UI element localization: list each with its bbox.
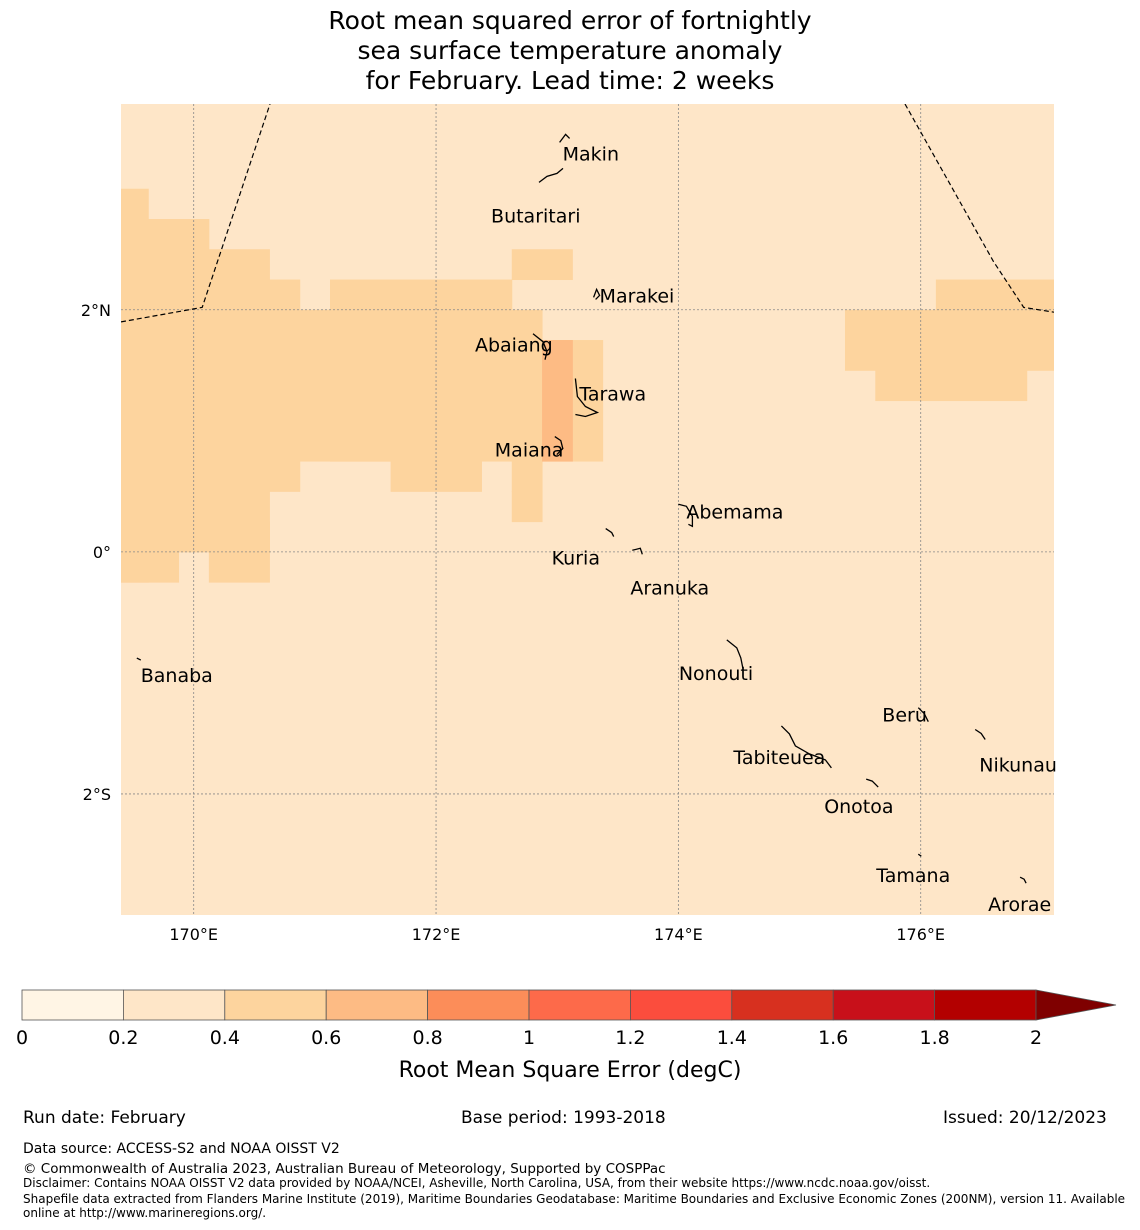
- place-label: Tamana: [875, 865, 950, 887]
- island-outline: [917, 707, 929, 722]
- island-outline: [780, 725, 832, 769]
- place-label: Onotoa: [824, 796, 893, 818]
- place-label: Tarawa: [578, 383, 646, 405]
- colorbar-segment: [934, 989, 1037, 1021]
- heatmap-cell-0.4-0.6: [935, 279, 1054, 311]
- title-line-1: Root mean squared error of fortnightly: [328, 6, 812, 35]
- copyright-note: © Commonwealth of Australia 2023, Austra…: [23, 1161, 666, 1177]
- island-outline: [592, 287, 601, 300]
- colorbar-segment: [832, 989, 936, 1021]
- island-outline: [136, 657, 142, 661]
- island-outline: [917, 853, 922, 857]
- colorbar-tick-label: 1.8: [919, 1027, 949, 1049]
- x-tick-label: 172°E: [412, 925, 461, 944]
- colorbar-title: Root Mean Square Error (degC): [399, 1058, 742, 1083]
- colorbar-segment: [528, 989, 631, 1021]
- heatmap-cell-0.4-0.6: [208, 521, 270, 583]
- place-label: Butaritari: [491, 205, 580, 227]
- colorbar-segment: [325, 989, 429, 1021]
- island-outline: [574, 378, 600, 418]
- heatmap-cell-0.4-0.6: [511, 249, 573, 281]
- eez-boundary-line: [904, 104, 1054, 313]
- heatmap-cells: [121, 188, 1054, 583]
- island-outline: [559, 133, 571, 143]
- heatmap-cell-0.4-0.6: [511, 491, 543, 523]
- heatmap-cell-0.4-0.6: [121, 551, 180, 583]
- place-label: Aranuka: [630, 577, 709, 599]
- map-title: Root mean squared error of fortnightly s…: [0, 6, 1140, 96]
- place-label: Marakei: [600, 285, 675, 307]
- x-tick-label: 170°E: [169, 925, 218, 944]
- colorbar: 0 0.2 0.4 0.6 0.8 1 1.2 1.4 1.6 1.8 2 Root Mean Squ…: [16, 989, 1117, 1083]
- heatmap-cell-0.6-0.8: [542, 340, 573, 462]
- shapefile-note: Shapefile data extracted from Flanders M…: [23, 1192, 1126, 1220]
- island-outline: [532, 333, 548, 360]
- island-outline: [632, 547, 643, 555]
- place-label: Tabiteuea: [732, 747, 825, 769]
- island-outline: [726, 639, 744, 669]
- heatmap-cell-0.4-0.6: [121, 188, 149, 583]
- island-outline: [678, 503, 694, 528]
- heatmap-cell-0.4-0.6: [511, 309, 543, 492]
- heatmap-cell-0.4-0.6: [269, 279, 301, 492]
- colorbar-tick-label: 1.4: [717, 1027, 747, 1049]
- place-label: Beru: [882, 705, 927, 727]
- x-tick-label: 176°E: [896, 925, 945, 944]
- place-label: Kuria: [552, 548, 600, 570]
- map-panel: 170°E 172°E 174°E 176°E 2°N 0° 2°S Makin Butarit…: [81, 104, 1057, 944]
- colorbar-tick-label: 2: [1030, 1027, 1042, 1049]
- data-source: Data source: ACCESS-S2 and NOAA OISST V2: [23, 1141, 340, 1157]
- colorbar-tick-label: 0.4: [210, 1027, 240, 1049]
- colorbar-tick-label: 1.2: [615, 1027, 645, 1049]
- run-date: Run date: February: [23, 1108, 186, 1128]
- heatmap-cell-0.4-0.6: [208, 249, 270, 553]
- issued-date: Issued: 20/12/2023: [943, 1108, 1107, 1128]
- map-background: [121, 104, 1054, 915]
- place-label: Arorae: [988, 894, 1051, 916]
- heatmap-cell-0.4-0.6: [148, 218, 210, 553]
- colorbar-segment: [224, 989, 327, 1021]
- place-label: Banaba: [141, 665, 213, 687]
- eez-boundary-line: [121, 104, 271, 323]
- place-label: Makin: [563, 143, 619, 165]
- colorbar-segment: [630, 989, 733, 1021]
- place-label: Maiana: [495, 440, 564, 462]
- place-label: Abemama: [686, 501, 783, 523]
- island-outline: [605, 528, 615, 537]
- islands: Makin Butaritari Marakei Abaiang Tarawa Maian…: [136, 133, 1057, 916]
- heatmap-cell-0.4-0.6: [875, 370, 1028, 402]
- colorbar-tick-label: 0.8: [412, 1027, 442, 1049]
- colorbar-tick-label: 1.6: [818, 1027, 848, 1049]
- place-label: Nonouti: [679, 663, 753, 685]
- y-tick-label: 2°N: [81, 301, 111, 320]
- disclaimer-note: Disclaimer: Contains NOAA OISST V2 data …: [23, 1176, 931, 1190]
- title-line-2: sea surface temperature anomaly: [357, 36, 783, 65]
- place-label: Abaiang: [475, 335, 553, 357]
- island-outline: [538, 167, 564, 183]
- island-outline: [554, 436, 564, 456]
- island-outline: [974, 728, 986, 740]
- colorbar-tick-label: 0.2: [108, 1027, 138, 1049]
- base-period: Base period: 1993-2018: [461, 1108, 666, 1128]
- colorbar-tick-label: 1: [523, 1027, 535, 1049]
- x-tick-label: 174°E: [654, 925, 703, 944]
- island-outline: [865, 778, 879, 788]
- title-line-3: for February. Lead time: 2 weeks: [365, 66, 775, 95]
- colorbar-segment: [427, 989, 530, 1021]
- colorbar-segment: [731, 989, 834, 1021]
- place-label: Nikunau: [979, 754, 1057, 776]
- colorbar-segment: [21, 989, 124, 1021]
- island-outline: [1019, 876, 1027, 884]
- colorbar-segment: [123, 989, 226, 1021]
- heatmap-cell-0.4-0.6: [844, 309, 1054, 371]
- colorbar-extend-arrow: [1035, 989, 1117, 1021]
- heatmap-cell-0.4-0.6: [330, 279, 513, 462]
- y-tick-label: 2°S: [83, 785, 111, 804]
- colorbar-tick-label: 0.6: [311, 1027, 341, 1049]
- y-tick-label: 0°: [93, 543, 111, 562]
- colorbar-tick-label: 0: [16, 1027, 28, 1049]
